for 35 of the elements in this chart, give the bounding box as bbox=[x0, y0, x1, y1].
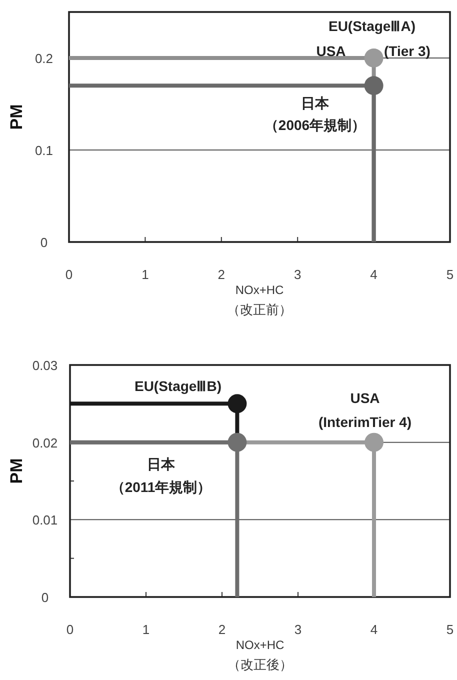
y-tick-label: 0.1 bbox=[34, 143, 54, 158]
y-tick-label: 0.01 bbox=[32, 512, 58, 528]
x-tick-label: 2 bbox=[218, 622, 226, 637]
annotation: USA bbox=[350, 390, 380, 406]
x-tick-label: 5 bbox=[446, 622, 454, 637]
x-axis-title: NOx+HC bbox=[236, 638, 284, 652]
annotation: (Tier 3) bbox=[384, 43, 430, 59]
text: （改正前） bbox=[227, 302, 292, 317]
annotation: USA bbox=[316, 43, 346, 59]
x-tick-label: 0 bbox=[65, 267, 73, 282]
y-axis-title: PM bbox=[7, 104, 26, 130]
x-tick-label: 4 bbox=[370, 267, 378, 282]
y-tick-label: 0.03 bbox=[32, 358, 58, 373]
x-tick-label: 5 bbox=[446, 267, 454, 282]
annotation: （2011年規制） bbox=[110, 479, 212, 495]
x-tick-label: 0 bbox=[66, 622, 74, 637]
y-tick-label: 0.02 bbox=[32, 435, 58, 450]
x-tick-label: 3 bbox=[294, 267, 302, 282]
annotation: EU(StageⅢA) bbox=[328, 18, 416, 34]
y-axis-title: PM bbox=[7, 458, 26, 484]
x-tick-label: 4 bbox=[370, 622, 378, 637]
x-tick-label: 2 bbox=[218, 267, 226, 282]
y-tick-label: 0 bbox=[40, 235, 48, 250]
x-tick-label: 3 bbox=[294, 622, 302, 637]
annotation: （2006年規制） bbox=[264, 117, 366, 133]
x-tick-label: 1 bbox=[142, 267, 149, 282]
annotation: 日本 bbox=[147, 456, 176, 472]
annotation: (InterimTier 4) bbox=[318, 414, 412, 430]
annotation: EU(StageⅢB) bbox=[134, 378, 222, 394]
annotation: 日本 bbox=[301, 95, 330, 111]
y-tick-label: 0 bbox=[41, 590, 49, 605]
x-tick-label: 1 bbox=[142, 622, 150, 637]
y-tick-label: 0.2 bbox=[34, 51, 54, 66]
x-axis-title: NOx+HC bbox=[235, 283, 284, 297]
text: （改正後） bbox=[228, 657, 292, 672]
